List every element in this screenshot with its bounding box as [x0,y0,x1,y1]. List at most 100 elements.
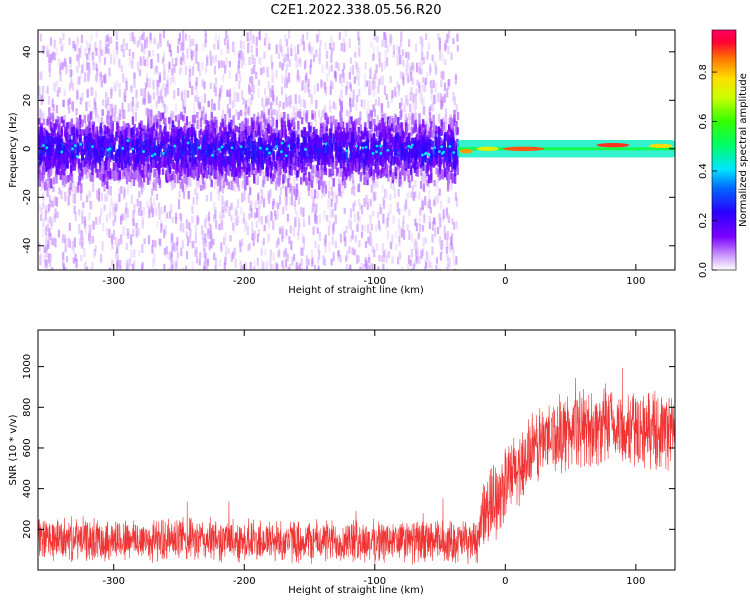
spectrogram-cell [58,154,61,162]
spectrogram-cell [116,80,119,88]
spectrogram-cell [70,269,73,270]
spectrogram-cell [194,95,197,102]
spectrogram-cell [300,81,304,92]
spectrogram-cell [454,135,458,143]
spectrogram-cell [140,88,143,97]
spectrogram-cell [349,208,352,219]
spectrogram-cell [49,113,53,120]
spectrogram-cell [418,223,422,233]
spectrogram-cell [312,171,316,179]
spectrogram-cell [195,46,198,55]
spectrogram-cell [435,264,438,270]
spectrogram-cell [109,122,112,129]
spectrogram-cell [292,130,296,138]
spectrogram-cell [360,205,364,215]
spectrogram-cell [61,61,65,70]
spectrogram-cell [153,253,156,263]
spectrogram-cell [116,246,119,255]
spectrogram-cell [412,64,415,72]
spectrogram-cell [66,65,69,73]
spectrogram-cell [393,152,397,159]
spectrogram-cell [106,174,109,183]
spectrogram-cell [216,133,220,140]
spectrogram-cell [188,75,191,83]
spectrogram-cell [381,243,384,252]
spectrogram-cell [434,227,437,237]
spectrogram-cell [323,82,327,90]
spectrogram-cell [370,238,373,246]
spectrogram-cell [135,104,138,112]
spectrogram-cell [99,253,103,263]
spectrogram-cell [432,79,435,88]
spectrogram-cell [84,47,87,57]
spectrogram-cell [324,238,327,248]
spectrogram-cell [131,60,134,69]
spectrogram-cell [76,76,79,86]
spectrogram-cell [252,113,256,122]
spectrogram-cell [250,207,253,218]
spectrogram-cell [156,163,159,171]
spectrogram-cell [67,187,70,196]
spectrogram-cell [281,63,284,71]
spectrogram-cell [64,58,67,67]
spectrogram-cell [407,255,411,265]
spectrogram-cell [233,124,237,132]
spectrogram-cell [213,181,217,190]
spectrogram-cell [237,129,240,138]
spectrogram-cell [303,110,306,120]
spectrogram-cell [92,135,96,145]
spectrogram-cell [191,50,194,61]
spectrogram-cell [89,224,93,233]
spectrogram-cell [176,236,179,246]
spectrogram-cell [357,75,360,86]
spectrogram-cell [88,100,91,108]
spectrogram-cell [441,240,444,249]
spectrogram-cell [79,69,82,79]
spectrogram-cell [343,42,346,52]
spectrogram-cell [81,209,84,217]
spectrogram-cell [345,122,349,132]
spectrogram-cell [219,88,222,98]
spectrogram-cell [206,258,210,267]
spectrogram-cell [109,176,112,185]
spectrogram-cell [425,115,428,125]
spectrogram-cell [307,156,310,167]
spectrogram-cell [274,209,277,217]
spectrogram-cell [408,191,411,198]
spectrogram-cell [364,62,367,70]
spectrogram-cell [111,163,114,174]
spectrogram-cell [152,91,155,100]
spectrogram-cell [315,203,318,213]
spectrogram-cell [108,155,112,163]
spectrogram-cell [289,196,292,206]
spectrogram-cell [315,100,318,109]
spectrogram-cell [415,167,418,177]
spectrogram-cell [178,267,181,270]
spectrogram-cell [339,74,342,84]
spectrogram-cell [322,108,325,118]
spectrogram-cell [422,76,425,83]
spectrogram-cell [387,212,390,221]
spectrogram-cell [136,40,139,48]
spectrogram-cell [278,172,282,181]
spectrogram-cell [195,179,199,189]
spectrogram-cell [292,160,295,170]
spectrogram-cell [221,220,224,230]
spectrogram-cell [415,241,419,249]
spectrogram-cell [324,244,327,253]
spectrogram-cell [88,190,91,198]
spectrogram-cell [357,255,361,263]
spectrogram-cell [349,235,352,243]
spectrogram-cell [162,128,166,136]
spectrogram-cell [340,77,344,87]
spectrogram-cell [383,85,386,96]
spectrogram-cell [270,162,274,171]
spectrogram-cell [93,97,96,105]
spectrogram-cell [336,188,339,195]
spectrogram-cell [370,262,373,270]
spectrogram-cell [129,258,132,267]
spectrogram-cell [277,43,280,53]
spectrogram-cell [77,183,80,193]
spectrogram-cell [275,127,278,138]
spectrogram-cell [239,242,242,253]
